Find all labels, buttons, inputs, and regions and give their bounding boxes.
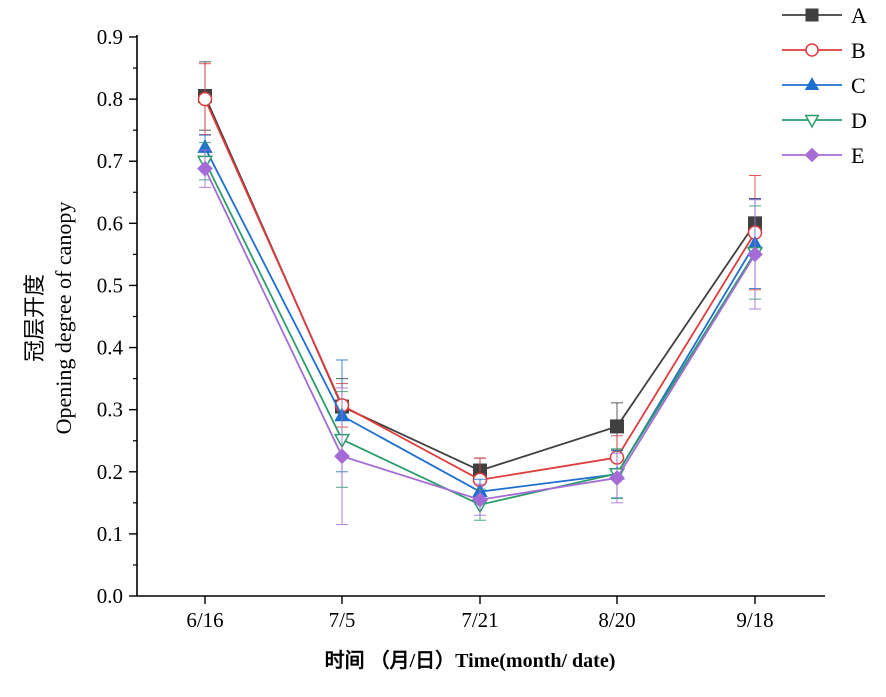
data-point (197, 91, 213, 107)
series-layer (196, 61, 764, 526)
x-tick-label: 7/21 (461, 608, 498, 632)
y-tick-label: 0.6 (97, 211, 123, 235)
y-axis-title-line-1: 冠层开度 (22, 274, 47, 362)
data-point (334, 448, 350, 465)
y-axis-title: 冠层开度 Opening degree of canopy (22, 202, 76, 435)
legend-item-A: A (782, 3, 867, 28)
legend-marker (804, 147, 820, 163)
x-axis-title: 时间 （月/日）Time(month/ date) (325, 649, 616, 672)
data-point (747, 246, 763, 263)
legend-label: D (851, 108, 867, 133)
series-line (204, 98, 756, 481)
legend-marker (804, 77, 820, 90)
y-tick-label: 0.3 (97, 398, 123, 422)
x-tick-label: 6/16 (186, 608, 223, 632)
series-E (197, 149, 763, 526)
axes: 0.0 0.1 0.2 0.3 0.4 0.5 0.6 0.7 0.8 0.9 6/16 7/5 7/2… (97, 25, 825, 632)
legend-label: C (851, 73, 866, 98)
y-tick-label: 0.0 (97, 584, 123, 608)
data-point (609, 470, 625, 486)
legend-item-C: C (782, 73, 866, 98)
legend-item-D: D (782, 108, 867, 133)
legend-item-B: B (782, 38, 866, 63)
legend-marker (804, 114, 820, 129)
series-line (204, 160, 756, 506)
data-point (472, 491, 488, 508)
legend-marker (805, 43, 819, 57)
y-tick-label: 0.4 (97, 336, 124, 360)
y-axis-title-line-2: Opening degree of canopy (51, 202, 76, 435)
series-line (204, 147, 756, 493)
y-tick-label: 0.9 (97, 25, 123, 49)
x-tick-label: 9/18 (736, 608, 773, 632)
x-tick-label: 7/5 (329, 608, 356, 632)
legend-label: E (851, 143, 864, 168)
y-tick-label: 0.5 (97, 273, 123, 297)
x-tick-label: 8/20 (598, 608, 635, 632)
legend-label: A (851, 3, 867, 28)
legend-item-E: E (782, 143, 864, 168)
legend-label: B (851, 38, 866, 63)
y-tick-label: 0.2 (97, 460, 123, 484)
legend-marker (805, 8, 819, 22)
y-tick-label: 0.7 (97, 149, 123, 173)
data-point (610, 419, 624, 434)
y-tick-label: 0.1 (97, 522, 123, 546)
data-point (197, 160, 213, 177)
y-tick-label: 0.8 (97, 87, 123, 111)
series-B (197, 63, 763, 503)
series-line (204, 168, 756, 501)
